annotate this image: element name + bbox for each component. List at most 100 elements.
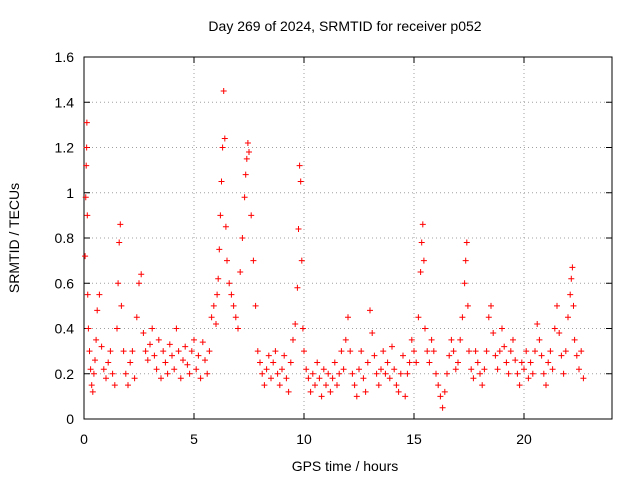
data-point	[503, 359, 510, 366]
data-point	[195, 352, 202, 359]
data-point	[342, 336, 349, 343]
data-point	[312, 382, 318, 389]
data-point	[408, 336, 415, 343]
data-point	[239, 235, 246, 241]
data-point	[276, 382, 283, 389]
data-point	[316, 375, 323, 382]
data-point	[472, 348, 479, 355]
data-point	[393, 382, 400, 389]
data-point	[540, 370, 547, 377]
data-point	[543, 382, 549, 389]
data-point	[118, 302, 125, 309]
data-point	[336, 370, 343, 377]
data-point	[479, 382, 486, 389]
data-point	[220, 87, 227, 94]
data-point	[241, 194, 248, 201]
data-point	[576, 366, 582, 373]
data-point	[507, 348, 514, 355]
data-point	[297, 178, 304, 185]
data-point	[107, 348, 114, 355]
data-point	[226, 280, 233, 287]
data-point	[116, 239, 123, 246]
data-point	[230, 302, 237, 309]
data-point	[441, 388, 448, 395]
data-point	[477, 370, 483, 377]
data-point	[556, 330, 563, 337]
data-point	[420, 257, 427, 264]
data-point	[111, 382, 118, 389]
data-point	[450, 348, 457, 355]
data-point	[378, 366, 384, 373]
data-point	[214, 291, 221, 298]
data-point	[455, 359, 461, 366]
data-point	[488, 302, 494, 309]
data-point	[210, 302, 217, 309]
data-point	[518, 359, 525, 366]
data-point	[270, 359, 277, 366]
data-point	[463, 239, 470, 246]
data-point	[122, 370, 129, 377]
data-point	[570, 302, 577, 309]
data-point	[202, 357, 208, 364]
data-point	[307, 388, 314, 395]
data-point	[191, 336, 197, 343]
data-point	[261, 382, 268, 389]
data-point	[549, 366, 556, 373]
data-point	[305, 375, 312, 382]
data-point	[259, 370, 266, 377]
data-point	[560, 370, 567, 377]
data-point	[516, 382, 523, 389]
data-point	[435, 382, 442, 389]
data-point	[98, 343, 105, 350]
data-point	[386, 375, 393, 382]
y-tick-label: 0.8	[55, 230, 75, 246]
data-point	[459, 314, 466, 321]
x-tick-label: 20	[516, 431, 532, 447]
data-point	[565, 314, 571, 321]
y-tick-label: 0.6	[55, 275, 75, 291]
data-point	[349, 370, 356, 377]
data-point	[496, 348, 503, 355]
data-point	[569, 264, 576, 271]
data-point	[384, 359, 391, 366]
data-point	[417, 268, 424, 275]
data-point	[358, 348, 365, 355]
data-point	[529, 370, 536, 377]
data-point	[382, 370, 389, 377]
data-point	[221, 135, 228, 142]
y-tick-label: 0	[66, 411, 74, 427]
data-point	[356, 366, 362, 373]
data-point	[153, 366, 160, 373]
data-point	[334, 382, 340, 389]
data-point	[295, 225, 302, 232]
data-points	[82, 87, 587, 411]
data-point	[512, 357, 519, 364]
data-point	[571, 336, 578, 343]
data-point	[217, 212, 224, 219]
data-point	[279, 366, 285, 373]
data-point	[94, 307, 101, 314]
data-point	[464, 302, 471, 309]
data-point	[109, 370, 116, 377]
data-point	[340, 366, 347, 373]
data-point	[437, 393, 444, 400]
data-point	[380, 348, 387, 355]
data-point	[462, 257, 469, 264]
data-point	[406, 359, 413, 366]
data-point	[580, 375, 587, 382]
data-point	[250, 257, 257, 264]
data-point	[444, 370, 450, 377]
data-point	[216, 246, 223, 253]
data-point	[232, 314, 239, 321]
data-point	[290, 336, 296, 343]
data-point	[309, 370, 316, 377]
data-point	[84, 291, 91, 298]
data-point	[362, 388, 369, 395]
data-point	[567, 291, 574, 298]
data-point	[171, 366, 178, 373]
data-point	[578, 348, 585, 355]
data-point	[131, 375, 138, 382]
data-point	[87, 366, 94, 373]
data-point	[562, 348, 569, 355]
data-point	[466, 348, 472, 355]
